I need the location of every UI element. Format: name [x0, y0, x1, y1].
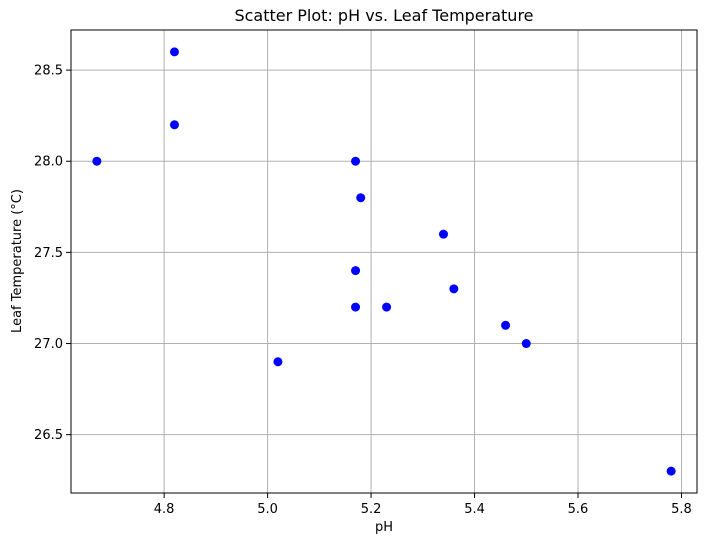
x-tick-label: 4.8	[154, 502, 175, 517]
y-tick-label: 28.0	[34, 155, 63, 170]
data-points	[92, 47, 676, 476]
y-tick-label: 27.0	[34, 337, 63, 352]
data-point-9	[438, 229, 448, 239]
data-point-8	[382, 302, 392, 312]
axis-ticks: 4.8 5.0 5.2 5.4 5.6 5.8 26.5 27.0 27.5 28.0 28.5	[34, 64, 692, 517]
x-tick-label: 5.8	[671, 502, 692, 517]
data-point-5	[356, 193, 366, 203]
x-tick-label: 5.6	[568, 502, 589, 517]
data-point-6	[351, 266, 361, 276]
x-tick-label: 5.2	[361, 502, 382, 517]
data-point-3	[273, 357, 283, 367]
y-axis-label: Leaf Temperature (°C)	[10, 189, 25, 333]
chart-title: Scatter Plot: pH vs. Leaf Temperature	[234, 6, 533, 25]
data-point-1	[169, 47, 179, 57]
data-point-11	[501, 320, 511, 330]
y-tick-label: 28.5	[34, 64, 63, 79]
data-point-0	[92, 156, 102, 166]
x-tick-label: 5.4	[464, 502, 485, 517]
grid	[71, 30, 697, 493]
plot-frame	[70, 29, 698, 494]
data-point-10	[449, 284, 459, 294]
data-point-2	[169, 120, 179, 130]
data-point-4	[351, 156, 361, 166]
data-point-13	[666, 466, 676, 476]
y-tick-label: 27.5	[34, 246, 63, 261]
data-point-7	[351, 302, 361, 312]
data-point-12	[521, 339, 531, 349]
x-axis-label: pH	[375, 520, 393, 535]
x-tick-label: 5.0	[257, 502, 278, 517]
y-tick-label: 26.5	[34, 428, 63, 443]
